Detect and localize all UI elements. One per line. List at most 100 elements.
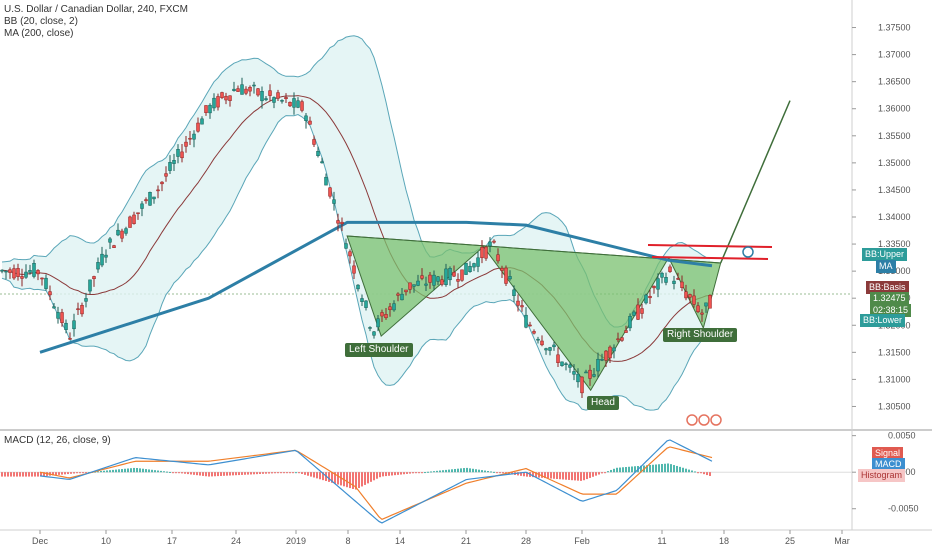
histogram-bar xyxy=(640,465,642,473)
candle-body xyxy=(564,363,568,365)
left-shoulder-label: Left Shoulder xyxy=(345,343,413,357)
macd-legend[interactable]: MACD (12, 26, close, 9) xyxy=(4,435,111,446)
histogram-bar xyxy=(22,472,24,477)
histogram-bar xyxy=(112,469,114,473)
candle-body xyxy=(560,361,564,366)
histogram-bar xyxy=(10,472,12,477)
histogram-bar xyxy=(316,472,318,479)
candle-body xyxy=(620,337,624,341)
histogram-bar xyxy=(247,472,249,475)
histogram-bar xyxy=(379,472,381,478)
histogram-bar xyxy=(298,472,300,474)
histogram-bar xyxy=(58,472,60,475)
candle-body xyxy=(368,327,372,329)
candle-body xyxy=(184,141,188,147)
candle-body xyxy=(652,285,656,289)
histogram-bar xyxy=(136,468,138,473)
histogram-bar xyxy=(28,472,30,477)
histogram-bar xyxy=(85,472,87,474)
candle-body xyxy=(568,364,572,368)
histogram-bar xyxy=(442,470,444,473)
histogram-bar xyxy=(100,471,102,473)
histogram-bar xyxy=(139,468,141,473)
histogram-bar xyxy=(166,471,168,473)
histogram-bar xyxy=(250,472,252,475)
candle-body xyxy=(448,268,452,281)
histogram-bar xyxy=(535,472,537,478)
candle-body xyxy=(484,246,488,259)
histogram-bar xyxy=(244,472,246,475)
histogram-bar xyxy=(466,467,468,473)
histogram-bar xyxy=(262,472,264,474)
candle-body xyxy=(692,295,696,305)
histogram-bar xyxy=(304,472,306,475)
histogram-bar xyxy=(433,471,435,473)
histogram-bar xyxy=(676,465,678,473)
histogram-bar xyxy=(679,466,681,473)
candle-body xyxy=(48,291,52,296)
candle-body xyxy=(480,247,484,259)
candle-body xyxy=(24,271,28,278)
event-marker xyxy=(698,414,710,426)
histogram-bar xyxy=(271,472,273,474)
histogram-bar xyxy=(430,471,432,473)
histogram-bar xyxy=(604,472,606,474)
price-tick-label: 1.30500 xyxy=(878,401,911,411)
bb-legend[interactable]: BB (20, close, 2) xyxy=(4,16,78,27)
candle-body xyxy=(348,251,352,257)
candle-body xyxy=(216,96,220,108)
histogram-bar xyxy=(481,470,483,473)
histogram-bar xyxy=(532,472,534,478)
time-tick-label: Mar xyxy=(834,536,850,546)
candle-body xyxy=(44,277,48,289)
histogram-bar xyxy=(454,468,456,473)
histogram-bar xyxy=(34,472,36,477)
candle-body xyxy=(276,92,280,99)
candle-body xyxy=(76,308,80,311)
histogram-bar xyxy=(571,472,573,481)
histogram-bar xyxy=(280,472,282,474)
histogram-bar xyxy=(367,472,369,484)
histogram-bar xyxy=(463,468,465,473)
time-tick-label: 25 xyxy=(785,536,795,546)
histogram-bar xyxy=(406,472,408,474)
candle-body xyxy=(428,274,432,283)
histogram-bar xyxy=(415,472,417,474)
histogram-bar xyxy=(502,472,504,474)
candle-body xyxy=(344,243,348,249)
candle-body xyxy=(532,331,536,334)
ma-legend[interactable]: MA (200, close) xyxy=(4,28,74,39)
histogram-bar xyxy=(193,472,195,475)
candle-body xyxy=(576,373,580,383)
histogram-bar xyxy=(283,472,285,474)
histogram-bar xyxy=(562,472,564,480)
candle-body xyxy=(80,305,84,315)
candle-body xyxy=(316,150,320,156)
histogram-bar xyxy=(1,472,3,477)
candle-body xyxy=(128,216,132,228)
histogram-bar xyxy=(82,472,84,474)
histogram-bar xyxy=(157,470,159,473)
histogram-bar xyxy=(361,472,363,487)
candle-body xyxy=(236,88,240,92)
candle-body xyxy=(108,238,112,243)
last-price-tag: 1.32475 xyxy=(870,292,909,305)
histogram-bar xyxy=(355,472,357,490)
candle-body xyxy=(332,199,336,204)
histogram-bar xyxy=(694,471,696,473)
event-marker xyxy=(710,414,722,426)
histogram-bar xyxy=(589,472,591,478)
symbol-title[interactable]: U.S. Dollar / Canadian Dollar, 240, FXCM xyxy=(4,4,188,15)
histogram-bar xyxy=(577,472,579,481)
candle-body xyxy=(656,278,660,290)
candle-body xyxy=(120,230,124,239)
candle-body xyxy=(212,97,216,109)
candle-body xyxy=(516,300,520,306)
histogram-bar xyxy=(673,465,675,473)
candle-body xyxy=(500,268,504,271)
candle-body xyxy=(324,176,328,186)
histogram-bar xyxy=(226,472,228,476)
histogram-bar xyxy=(685,468,687,473)
histogram-bar xyxy=(478,469,480,473)
